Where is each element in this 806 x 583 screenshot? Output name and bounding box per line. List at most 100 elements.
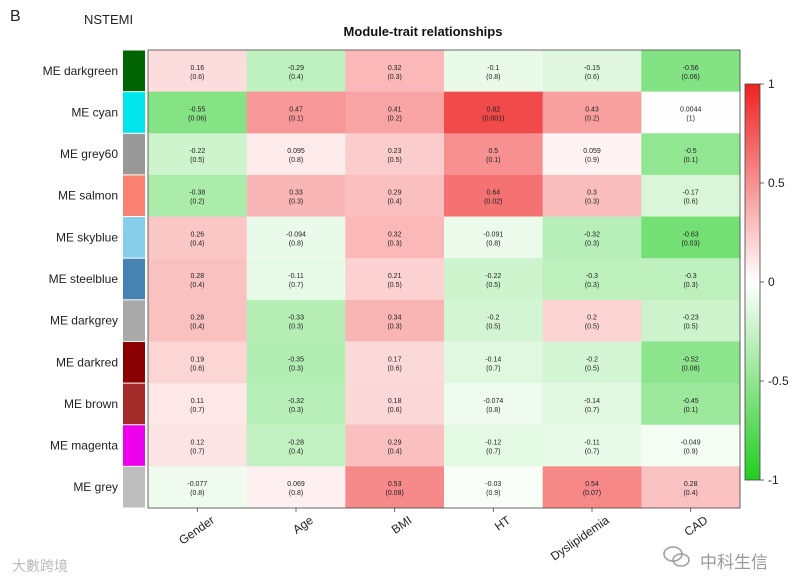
cell-pvalue: (0.6) <box>683 199 697 206</box>
heatmap-cell <box>148 424 247 467</box>
heatmap-cell <box>246 133 346 176</box>
cell-pvalue: (0.06) <box>188 115 206 122</box>
heatmap-cell <box>444 299 543 342</box>
heatmap-cell <box>542 383 642 426</box>
cell-pvalue: (0.9) <box>486 490 500 497</box>
cell-correlation: -0.32 <box>584 231 600 238</box>
heatmap-cell <box>345 258 445 301</box>
cell-correlation: 0.069 <box>287 481 305 488</box>
cell-pvalue: (0.7) <box>585 449 599 456</box>
heatmap-cell <box>444 466 543 509</box>
heatmap-cell <box>641 383 741 426</box>
cell-pvalue: (0.1) <box>683 157 697 164</box>
heatmap-cell <box>148 50 247 92</box>
cell-correlation: 0.11 <box>191 398 204 405</box>
cell-pvalue: (0.8) <box>486 74 500 81</box>
heatmap-cell <box>542 258 642 301</box>
heatmap-cell <box>444 258 543 301</box>
heatmap-cell <box>246 91 346 134</box>
cell-pvalue: (0.8) <box>486 240 500 247</box>
cell-pvalue: (0.06) <box>682 74 700 81</box>
cell-pvalue: (0.8) <box>190 490 204 497</box>
cell-correlation: -0.3 <box>685 273 697 280</box>
cell-pvalue: (0.5) <box>683 324 697 331</box>
cell-pvalue: (0.8) <box>289 240 303 247</box>
cell-correlation: -0.12 <box>485 440 501 447</box>
heatmap-cell <box>148 216 247 259</box>
cell-correlation: 0.32 <box>388 65 402 72</box>
column-label: CAD <box>682 513 711 539</box>
cell-correlation: -0.14 <box>584 398 600 405</box>
heatmap-cell <box>444 424 543 467</box>
cell-pvalue: (0.3) <box>683 282 697 289</box>
cell-correlation: 0.28 <box>684 481 698 488</box>
cell-correlation: -0.15 <box>584 65 600 72</box>
cell-correlation: 0.16 <box>191 65 205 72</box>
heatmap-cell <box>641 299 741 342</box>
cell-correlation: -0.22 <box>189 148 205 155</box>
cell-correlation: 0.059 <box>583 148 601 155</box>
column-label: Age <box>290 513 316 537</box>
module-color-swatch <box>123 383 145 425</box>
cell-pvalue: (0.03) <box>682 240 700 247</box>
heatmap-frame <box>147 49 741 509</box>
cell-pvalue: (0.2) <box>190 199 204 206</box>
cell-pvalue: (0.6) <box>585 74 599 81</box>
cell-pvalue: (0.7) <box>289 282 303 289</box>
heatmap-cell <box>246 299 346 342</box>
heatmap-cell <box>246 341 346 384</box>
module-color-swatch <box>123 300 145 341</box>
heatmap-cell <box>444 174 543 217</box>
cell-correlation: 0.19 <box>191 356 205 363</box>
column-label: Dyslipidemia <box>548 513 612 564</box>
cell-correlation: -0.45 <box>683 398 699 405</box>
cell-correlation: 0.41 <box>388 106 402 113</box>
colorbar <box>744 83 761 481</box>
colorbar-tick-label: 1 <box>768 77 775 91</box>
cohort-label: NSTEMI <box>84 12 134 27</box>
cell-correlation: 0.23 <box>388 148 402 155</box>
cell-correlation: -0.38 <box>189 190 205 197</box>
cell-correlation: -0.2 <box>586 356 598 363</box>
cell-correlation: -0.56 <box>683 65 699 72</box>
row-label: ME brown <box>64 397 118 411</box>
row-label: ME skyblue <box>56 230 118 244</box>
heatmap-cell <box>641 133 741 176</box>
chart-title: Module-trait relationships <box>343 24 503 39</box>
cell-correlation: 0.18 <box>388 398 402 405</box>
module-color-swatch <box>123 466 145 508</box>
cell-pvalue: (0.4) <box>289 449 303 456</box>
cell-correlation: 0.64 <box>487 190 501 197</box>
cell-pvalue: (0.1) <box>486 157 500 164</box>
cell-pvalue: (0.5) <box>585 365 599 372</box>
heatmap-cell <box>444 133 543 176</box>
cell-pvalue: (0.6) <box>387 407 401 414</box>
cell-correlation: -0.077 <box>187 481 207 488</box>
cell-pvalue: (0.5) <box>486 324 500 331</box>
heatmap-cell <box>148 341 247 384</box>
cell-correlation: -0.35 <box>288 356 304 363</box>
colorbar-tick-label: 0 <box>768 275 775 289</box>
cell-correlation: 0.21 <box>388 273 402 280</box>
cell-correlation: -0.11 <box>584 440 600 447</box>
cell-pvalue: (0.3) <box>289 365 303 372</box>
colorbar-tick-label: -1 <box>768 473 779 487</box>
column-label: HT <box>492 513 514 534</box>
cell-pvalue: (0.3) <box>289 407 303 414</box>
cell-correlation: -0.2 <box>487 315 499 322</box>
module-color-swatch <box>123 425 145 466</box>
cell-pvalue: (1) <box>686 115 695 122</box>
heatmap-cell <box>345 91 445 134</box>
cell-pvalue: (0.02) <box>484 199 502 206</box>
cell-pvalue: (0.5) <box>190 157 204 164</box>
heatmap-cell <box>444 216 543 259</box>
heatmap-cell <box>345 133 445 176</box>
cell-correlation: 0.0044 <box>680 106 702 113</box>
cell-pvalue: (0.08) <box>682 365 700 372</box>
heatmap-cell <box>641 424 741 467</box>
heatmap-cell <box>542 133 642 176</box>
cell-correlation: 0.28 <box>191 315 205 322</box>
cell-correlation: -0.1 <box>487 65 499 72</box>
cell-pvalue: (0.2) <box>387 115 401 122</box>
